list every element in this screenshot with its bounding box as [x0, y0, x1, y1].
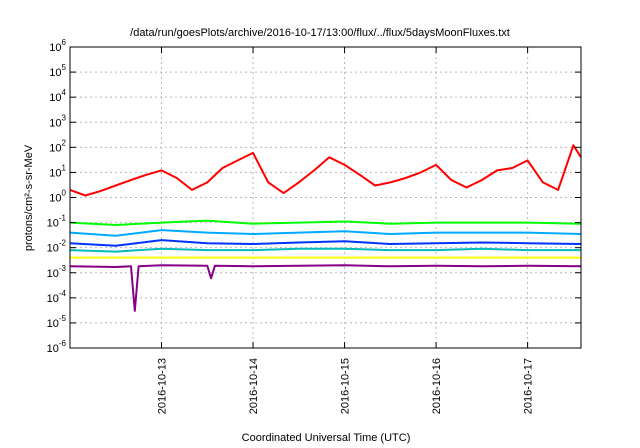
x-tick-label: 2016-10-16 — [431, 358, 443, 414]
y-tick-label: 102 — [49, 138, 66, 154]
x-axis-label: Coordinated Universal Time (UTC) — [242, 432, 411, 444]
y-axis: 10-6 10-5 10-4 10-3 10-2 10-1 100 101 102 103 104 1… — [47, 38, 581, 355]
x-tick-label: 2016-10-13 — [157, 358, 169, 414]
y-axis-label: protons/cm²-s-sr-MeV — [23, 144, 35, 251]
y-tick-label: 10-2 — [47, 239, 67, 255]
y-tick-label: 105 — [49, 63, 66, 79]
x-axis: 2016-10-13 2016-10-14 2016-10-15 2016-10-16… — [157, 47, 535, 414]
series-line-3 — [69, 239, 582, 247]
grid — [70, 47, 581, 348]
y-tick-label: 106 — [49, 38, 66, 54]
y-tick-label: 104 — [49, 88, 66, 104]
series-group — [69, 144, 582, 312]
y-tick-label: 10-6 — [47, 339, 67, 355]
y-tick-label: 103 — [49, 113, 66, 129]
series-line-6 — [69, 264, 582, 312]
y-tick-label: 100 — [49, 189, 66, 205]
series-line-4 — [69, 247, 581, 253]
y-tick-label: 10-5 — [47, 314, 67, 330]
y-tick-label: 10-3 — [47, 264, 67, 280]
y-tick-label: 10-4 — [47, 289, 67, 305]
x-tick-label: 2016-10-17 — [523, 358, 535, 414]
x-tick-label: 2016-10-14 — [248, 358, 260, 414]
chart-title: /data/run/goesPlots/archive/2016-10-17/1… — [130, 27, 510, 39]
y-tick-label: 10-1 — [47, 214, 67, 230]
x-tick-label: 2016-10-15 — [340, 358, 352, 414]
series-line-0 — [69, 144, 582, 197]
series-line-2 — [69, 229, 582, 237]
series-line-1 — [69, 219, 582, 226]
y-tick-label: 101 — [49, 163, 66, 179]
